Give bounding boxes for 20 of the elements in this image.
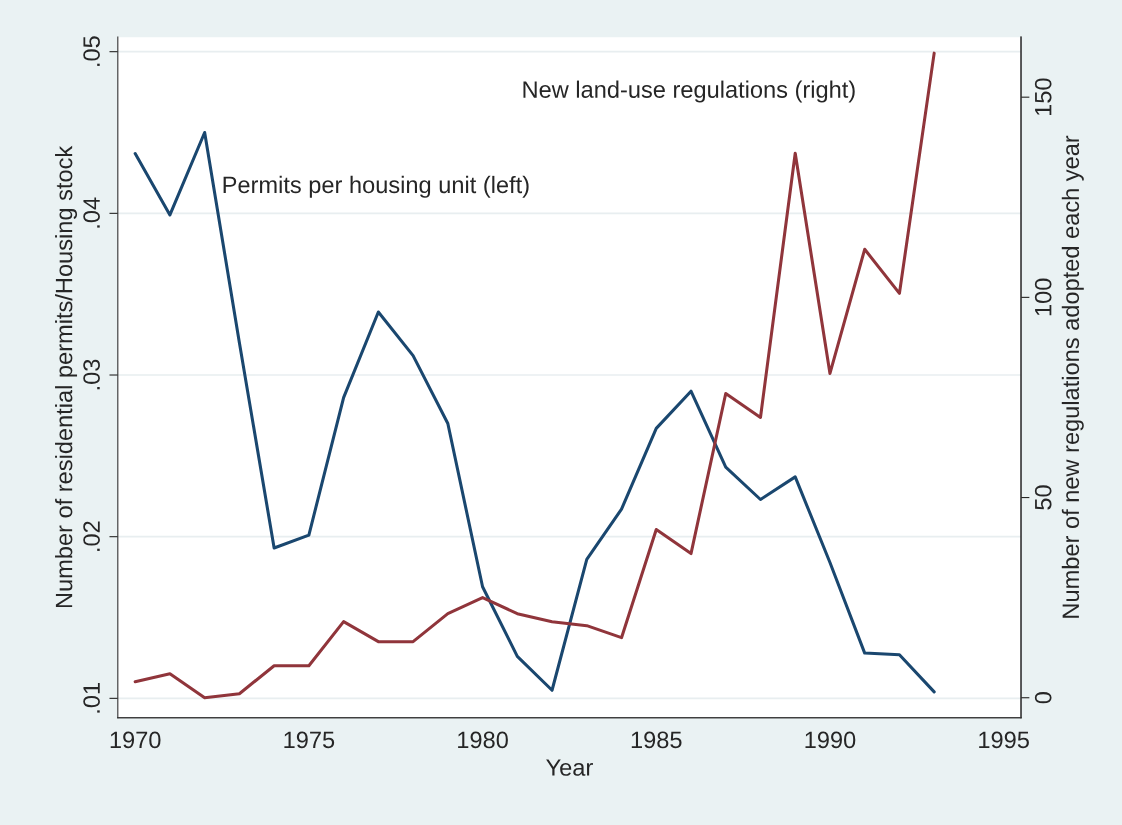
x-tick-label: 1985 bbox=[631, 731, 682, 749]
x-tick-label: 1980 bbox=[458, 731, 508, 749]
y2-tick-label: 0 bbox=[1034, 692, 1052, 704]
y-tick-label: .01 bbox=[83, 683, 100, 713]
y2-tick-label: 50 bbox=[1034, 485, 1052, 510]
y-tick-label: .05 bbox=[83, 36, 100, 66]
x-tick-label: 1990 bbox=[805, 731, 856, 749]
y2-axis-title: Number of new regulations adopted each year bbox=[1061, 135, 1084, 618]
y2-tick-label: 100 bbox=[1034, 278, 1052, 316]
y-axis-title: Number of residential permits/Housing stock bbox=[55, 145, 78, 608]
x-tick-label: 1975 bbox=[284, 731, 335, 749]
annotation: Permits per housing unit (left) bbox=[223, 175, 529, 198]
y2-tick-label: 150 bbox=[1034, 78, 1052, 116]
x-axis-title: Year bbox=[546, 759, 593, 776]
y-tick-label: .02 bbox=[83, 521, 100, 551]
y-tick-label: .03 bbox=[83, 359, 100, 390]
x-tick-label: 1970 bbox=[110, 731, 161, 749]
annotation: New land-use regulations (right) bbox=[523, 80, 855, 103]
y-tick-label: .04 bbox=[83, 197, 100, 228]
x-tick-label: 1995 bbox=[979, 731, 1029, 749]
